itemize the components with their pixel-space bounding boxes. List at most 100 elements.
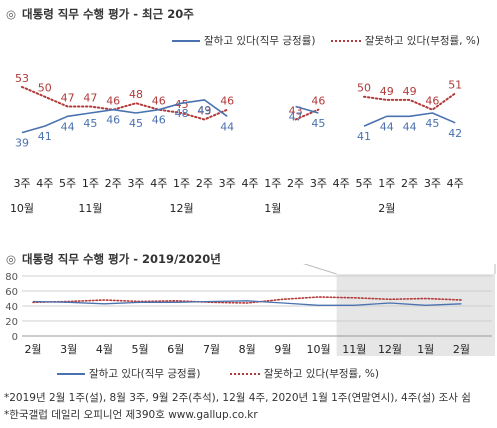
negative-data-label: 51: [448, 78, 462, 91]
y-tick-label: 0: [12, 332, 18, 343]
week-tick-label: 5주: [59, 177, 76, 190]
week-tick-label: 4주: [36, 177, 53, 190]
positive-data-label: 48: [175, 107, 189, 120]
week-tick-label: 2주: [401, 177, 418, 190]
positive-data-label: 47: [289, 110, 303, 123]
negative-data-label: 49: [380, 85, 394, 98]
negative-data-label: 53: [15, 72, 29, 85]
positive-data-label: 44: [220, 120, 234, 133]
legend-positive-label: 잘하고 있다(직무 긍정률): [204, 35, 316, 47]
negative-data-label: 46: [220, 95, 234, 108]
negative-data-label: 43: [197, 105, 211, 118]
positive-data-label: 45: [83, 117, 97, 130]
month-tick-label: 12월: [170, 202, 194, 215]
y-tick-label: 80: [5, 272, 18, 283]
week-tick-label: 1주: [173, 177, 190, 190]
month-tick-label: 3월: [60, 343, 77, 356]
month-tick-label: 1월: [264, 202, 281, 215]
target-icon: ◎: [6, 7, 17, 21]
legend-positive-swatch: [57, 373, 85, 375]
legend-positive-swatch: [172, 40, 200, 42]
week-tick-label: 4주: [333, 177, 350, 190]
month-tick-label: 1월: [417, 343, 434, 356]
negative-data-label: 50: [38, 82, 52, 95]
positive-data-label: 45: [425, 117, 439, 130]
week-tick-label: 4주: [150, 177, 167, 190]
negative-data-label: 47: [61, 91, 75, 104]
month-tick-label: 12월: [378, 343, 402, 356]
week-tick-label: 4주: [241, 177, 258, 190]
month-tick-label: 4월: [96, 343, 113, 356]
negative-line-segment: [363, 92, 457, 111]
positive-data-label: 45: [311, 117, 325, 130]
footnote-1: *2019년 2월 1주(설), 8월 3주, 9월 2주(추석), 12월 4…: [4, 392, 471, 404]
legend-negative-swatch: [229, 373, 260, 375]
negative-data-label: 46: [152, 95, 166, 108]
positive-line: [32, 300, 462, 306]
week-tick-label: 3주: [127, 177, 144, 190]
week-tick-label: 1주: [264, 177, 281, 190]
week-tick-label: 3주: [310, 177, 327, 190]
y-tick-label: 20: [5, 317, 18, 328]
legend-positive-label: 잘하고 있다(직무 긍정률): [89, 368, 201, 380]
legend-negative-label: 잘못하고 있다(부정률, %): [364, 35, 480, 47]
negative-line-segment: [21, 85, 229, 121]
month-tick-label: 2월: [24, 343, 41, 356]
negative-data-label: 46: [106, 95, 120, 108]
week-tick-label: 3주: [424, 177, 441, 190]
positive-data-label: 39: [15, 137, 29, 150]
target-icon: ◎: [6, 252, 17, 266]
negative-data-label: 48: [129, 88, 143, 101]
positive-data-label: 44: [403, 120, 417, 133]
negative-data-label: 50: [357, 82, 371, 95]
month-tick-label: 11월: [78, 202, 102, 215]
negative-data-label: 47: [83, 91, 97, 104]
week-tick-label: 1주: [378, 177, 395, 190]
positive-data-label: 44: [380, 120, 394, 133]
month-tick-label: 9월: [274, 343, 291, 356]
top-chart-title: ◎ 대통령 직무 수행 평가 - 최근 20주: [6, 7, 194, 21]
month-tick-label: 5월: [132, 343, 149, 356]
bottom-chart-title: ◎ 대통령 직무 수행 평가 - 2019/2020년: [6, 252, 221, 266]
week-tick-label: 1주: [82, 177, 99, 190]
week-tick-label: 2주: [105, 177, 122, 190]
positive-data-label: 49: [197, 104, 211, 117]
positive-data-label: 42: [448, 127, 462, 140]
month-tick-label: 2월: [453, 343, 470, 356]
negative-data-label: 46: [311, 95, 325, 108]
positive-data-label: 41: [38, 130, 52, 143]
negative-data-label: 49: [403, 85, 417, 98]
week-tick-label: 4주: [447, 177, 464, 190]
zoom-connector-line: [303, 264, 337, 275]
positive-data-label: 45: [129, 117, 143, 130]
positive-data-label: 44: [61, 120, 75, 133]
y-tick-label: 40: [5, 302, 18, 313]
week-tick-label: 5주: [355, 177, 372, 190]
month-tick-label: 8월: [239, 343, 256, 356]
positive-line-segment: [21, 99, 228, 134]
top-legend: 잘하고 있다(직무 긍정률) 잘못하고 있다(부정률, %): [172, 33, 480, 48]
bottom-line-chart: 0 20 40 60 80 2월 3월 4월 5월 6월 7월 8월 9월 10월 11월 12월 1월 2월: [5, 264, 496, 356]
negative-data-label: 45: [175, 98, 189, 111]
legend-negative-label: 잘못하고 있다(부정률, %): [263, 368, 379, 380]
recent-period-highlight: [336, 274, 495, 356]
positive-data-label: 46: [106, 114, 120, 127]
negative-line: [32, 296, 463, 304]
month-tick-label: 2월: [378, 202, 395, 215]
positive-line-segment: [295, 105, 319, 114]
legend-negative-swatch: [330, 40, 361, 42]
positive-line-segment: [363, 112, 456, 127]
y-tick-label: 60: [5, 287, 18, 298]
month-tick-label: 11월: [342, 343, 366, 356]
week-tick-label: 2주: [287, 177, 304, 190]
positive-data-label: 46: [152, 114, 166, 127]
week-tick-label: 3주: [219, 177, 236, 190]
month-tick-label: 7월: [203, 343, 220, 356]
week-tick-label: 3주: [13, 177, 30, 190]
month-tick-label: 6월: [167, 343, 184, 356]
positive-data-label: 41: [357, 130, 371, 143]
month-tick-label: 10월: [10, 202, 34, 215]
month-tick-label: 10월: [307, 343, 331, 356]
negative-data-label: 46: [425, 95, 439, 108]
